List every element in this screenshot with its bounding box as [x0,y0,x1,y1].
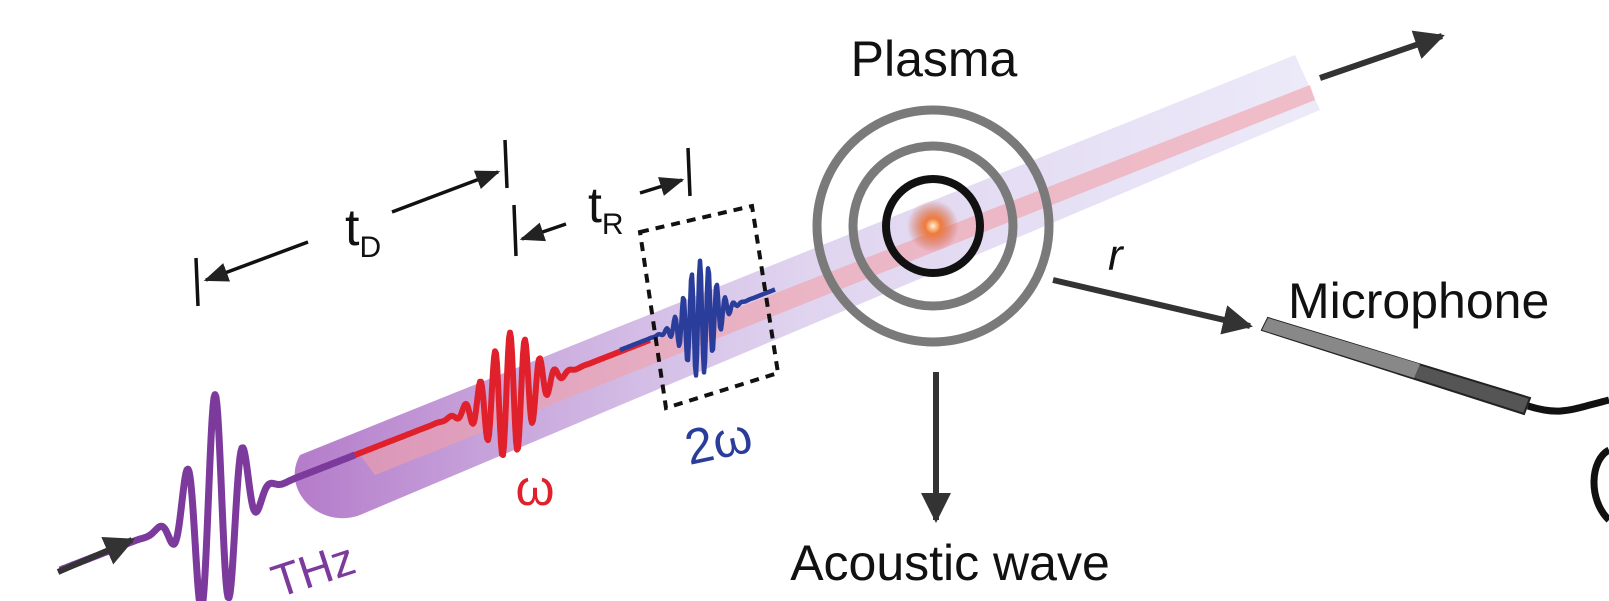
plasma-label: Plasma [851,31,1018,87]
delay-subscript: D [359,231,381,264]
distance-label: r [1108,231,1125,280]
plasma-glow [907,200,959,252]
fundamental-label: ω [515,460,554,516]
second-harmonic-label: 2ω [680,407,757,476]
thz-label: THz [265,532,361,601]
microphone-label: Microphone [1288,273,1549,329]
delay-label: tD [345,199,381,264]
rise-symbol: t [588,177,602,233]
microphone-icon [1262,318,1609,520]
rise-subscript: R [602,208,624,241]
rise-label: tR [588,177,624,241]
delay-symbol: t [345,199,360,257]
diagram: Plasma Microphone Acoustic wave r tD tR … [0,0,1609,601]
acoustic-label: Acoustic wave [790,535,1110,591]
